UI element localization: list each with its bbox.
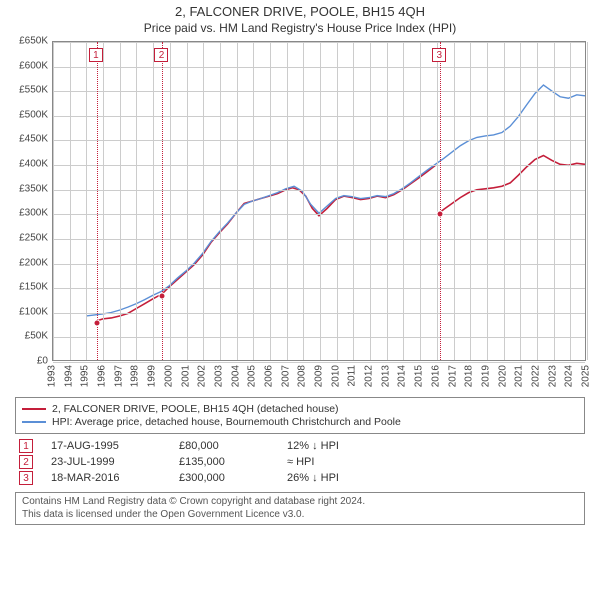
y-tick-label: £400K <box>19 159 48 170</box>
marker-line <box>440 42 441 360</box>
marker-dot <box>93 319 100 326</box>
event-marker: 3 <box>19 471 33 485</box>
legend-item: HPI: Average price, detached house, Bour… <box>22 416 578 428</box>
y-tick-label: £50K <box>25 331 48 342</box>
event-hpi: 26% ↓ HPI <box>287 472 339 484</box>
x-tick-label: 2000 <box>163 365 174 387</box>
y-tick-label: £650K <box>19 36 48 47</box>
x-tick-label: 2010 <box>330 365 341 387</box>
event-table: 1 17-AUG-1995 £80,000 12% ↓ HPI 2 23-JUL-1999… <box>15 438 585 486</box>
chart-area: £0£50K£100K£150K£200K£250K£300K£350K£400… <box>10 41 590 391</box>
x-tick-label: 2019 <box>480 365 491 387</box>
x-tick-label: 2025 <box>581 365 592 387</box>
chart-subtitle: Price paid vs. HM Land Registry's House … <box>0 21 600 35</box>
legend-label: HPI: Average price, detached house, Bour… <box>52 416 401 428</box>
x-tick-label: 2014 <box>397 365 408 387</box>
x-tick-label: 2006 <box>263 365 274 387</box>
x-tick-label: 2016 <box>430 365 441 387</box>
y-tick-label: £150K <box>19 282 48 293</box>
x-tick-label: 2007 <box>280 365 291 387</box>
x-tick-label: 2004 <box>230 365 241 387</box>
plot-area: 1 2 3 <box>52 41 586 361</box>
x-tick-label: 2023 <box>547 365 558 387</box>
x-tick-label: 2021 <box>514 365 525 387</box>
x-tick-label: 2011 <box>347 365 358 387</box>
event-hpi: ≈ HPI <box>287 456 314 468</box>
x-tick-label: 1997 <box>113 365 124 387</box>
y-tick-label: £550K <box>19 85 48 96</box>
legend-swatch <box>22 408 46 410</box>
marker-label: 1 <box>89 48 103 62</box>
x-tick-label: 2020 <box>497 365 508 387</box>
x-tick-label: 2015 <box>414 365 425 387</box>
x-tick-label: 1993 <box>47 365 58 387</box>
x-tick-label: 1999 <box>147 365 158 387</box>
y-tick-label: £450K <box>19 134 48 145</box>
y-tick-label: £600K <box>19 60 48 71</box>
x-axis: 1993199419951996199719981999200020012002… <box>52 361 586 391</box>
x-tick-label: 2005 <box>247 365 258 387</box>
chart-title: 2, FALCONER DRIVE, POOLE, BH15 4QH <box>0 4 600 19</box>
event-date: 17-AUG-1995 <box>51 440 161 452</box>
event-date: 18-MAR-2016 <box>51 472 161 484</box>
y-tick-label: £300K <box>19 208 48 219</box>
x-tick-label: 2013 <box>380 365 391 387</box>
y-tick-label: £250K <box>19 232 48 243</box>
x-tick-label: 1994 <box>63 365 74 387</box>
x-tick-label: 1995 <box>80 365 91 387</box>
x-tick-label: 2008 <box>297 365 308 387</box>
x-tick-label: 2024 <box>564 365 575 387</box>
y-tick-label: £500K <box>19 109 48 120</box>
marker-dot <box>159 292 166 299</box>
footer-line-2: This data is licensed under the Open Gov… <box>22 509 578 522</box>
marker-line <box>162 42 163 360</box>
x-tick-label: 2022 <box>530 365 541 387</box>
x-tick-label: 2003 <box>213 365 224 387</box>
x-tick-label: 2018 <box>464 365 475 387</box>
marker-dot <box>437 211 444 218</box>
y-tick-label: £100K <box>19 306 48 317</box>
event-row: 2 23-JUL-1999 £135,000 ≈ HPI <box>15 454 585 470</box>
legend-item: 2, FALCONER DRIVE, POOLE, BH15 4QH (deta… <box>22 403 578 415</box>
legend: 2, FALCONER DRIVE, POOLE, BH15 4QH (deta… <box>15 397 585 434</box>
event-hpi: 12% ↓ HPI <box>287 440 339 452</box>
x-tick-label: 2012 <box>364 365 375 387</box>
legend-label: 2, FALCONER DRIVE, POOLE, BH15 4QH (deta… <box>52 403 339 415</box>
event-date: 23-JUL-1999 <box>51 456 161 468</box>
event-price: £80,000 <box>179 440 269 452</box>
y-axis: £0£50K£100K£150K£200K£250K£300K£350K£400… <box>10 41 52 361</box>
x-tick-label: 2017 <box>447 365 458 387</box>
marker-label: 3 <box>432 48 446 62</box>
event-price: £135,000 <box>179 456 269 468</box>
x-tick-label: 2009 <box>314 365 325 387</box>
x-tick-label: 1998 <box>130 365 141 387</box>
legend-swatch <box>22 421 46 423</box>
footer-attribution: Contains HM Land Registry data © Crown c… <box>15 492 585 525</box>
event-marker: 2 <box>19 455 33 469</box>
x-tick-label: 1996 <box>97 365 108 387</box>
event-row: 1 17-AUG-1995 £80,000 12% ↓ HPI <box>15 438 585 454</box>
footer-line-1: Contains HM Land Registry data © Crown c… <box>22 496 578 509</box>
marker-line <box>97 42 98 360</box>
x-tick-label: 2001 <box>180 365 191 387</box>
event-row: 3 18-MAR-2016 £300,000 26% ↓ HPI <box>15 470 585 486</box>
event-marker: 1 <box>19 439 33 453</box>
x-tick-label: 2002 <box>197 365 208 387</box>
event-price: £300,000 <box>179 472 269 484</box>
marker-label: 2 <box>154 48 168 62</box>
y-tick-label: £350K <box>19 183 48 194</box>
y-tick-label: £200K <box>19 257 48 268</box>
